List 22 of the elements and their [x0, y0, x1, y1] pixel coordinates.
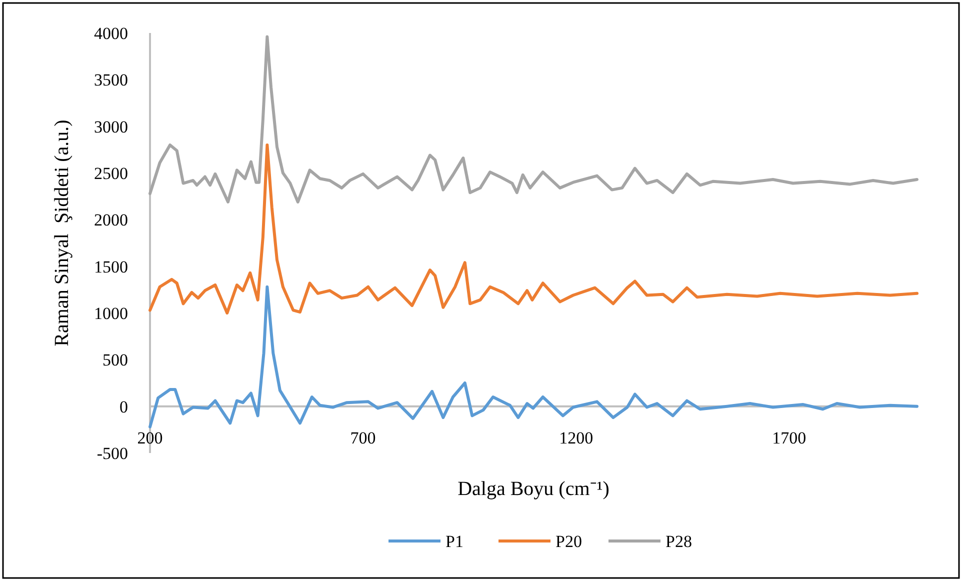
y-tick-label: 1000: [94, 304, 128, 323]
y-tick-label: 3500: [94, 70, 128, 90]
x-tick-label: 700: [350, 428, 376, 448]
y-tick-label: 2000: [94, 210, 128, 230]
y-tick-label: 0: [120, 397, 128, 416]
y-tick-label: 1500: [94, 257, 128, 276]
line-series: [148, 35, 918, 204]
y-tick-label: 4000: [94, 24, 128, 43]
line-series: [148, 144, 918, 314]
y-tick-label: 3000: [94, 117, 128, 136]
y-tick-label: -500: [96, 444, 128, 463]
legend-label: P1: [446, 532, 464, 551]
x-tick-label: 1200: [559, 428, 594, 448]
legend-label: P28: [666, 532, 692, 551]
y-tick-label: 500: [102, 350, 128, 370]
line-series: [148, 285, 918, 428]
y-axis-title: Raman Sinyal Şiddeti (a.u.): [51, 120, 73, 346]
y-tick-label: 2500: [94, 164, 128, 183]
x-tick-label: 200: [137, 428, 163, 448]
legend-label: P20: [556, 532, 582, 551]
x-tick-label: 1700: [772, 428, 806, 448]
x-axis-title: Dalga Boyu (cm⁻¹): [458, 478, 610, 500]
